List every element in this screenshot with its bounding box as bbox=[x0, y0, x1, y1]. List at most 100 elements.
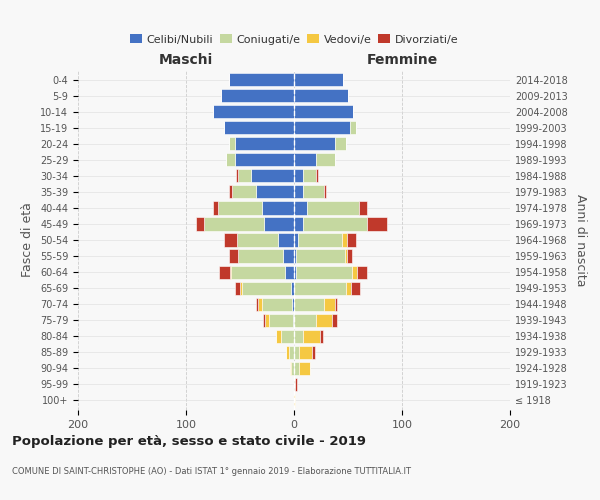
Bar bbox=[352, 266, 356, 278]
Bar bbox=[289, 346, 294, 359]
Bar bbox=[196, 218, 205, 230]
Text: Maschi: Maschi bbox=[159, 52, 213, 66]
Bar bbox=[291, 282, 294, 294]
Bar bbox=[294, 137, 335, 150]
Bar bbox=[294, 362, 299, 375]
Bar bbox=[262, 298, 292, 310]
Bar bbox=[275, 330, 281, 343]
Bar bbox=[294, 186, 302, 198]
Bar bbox=[356, 266, 367, 278]
Bar bbox=[283, 250, 294, 262]
Bar bbox=[224, 121, 294, 134]
Bar bbox=[294, 89, 348, 102]
Bar bbox=[302, 186, 324, 198]
Bar bbox=[345, 250, 347, 262]
Bar bbox=[230, 266, 232, 278]
Bar bbox=[286, 346, 289, 359]
Bar bbox=[286, 266, 294, 278]
Bar bbox=[235, 153, 294, 166]
Text: COMUNE DI SAINT-CHRISTOPHE (AO) - Dati ISTAT 1° gennaio 2019 - Elaborazione TUTT: COMUNE DI SAINT-CHRISTOPHE (AO) - Dati I… bbox=[12, 468, 411, 476]
Bar bbox=[294, 105, 353, 118]
Bar bbox=[299, 362, 310, 375]
Bar bbox=[263, 314, 265, 327]
Y-axis label: Fasce di età: Fasce di età bbox=[22, 202, 34, 278]
Bar bbox=[229, 186, 232, 198]
Bar bbox=[224, 234, 237, 246]
Bar bbox=[346, 282, 351, 294]
Bar bbox=[278, 234, 294, 246]
Bar bbox=[221, 89, 294, 102]
Bar bbox=[205, 218, 264, 230]
Text: Popolazione per età, sesso e stato civile - 2019: Popolazione per età, sesso e stato civil… bbox=[12, 435, 366, 448]
Bar bbox=[292, 298, 294, 310]
Bar bbox=[294, 218, 302, 230]
Bar bbox=[367, 218, 387, 230]
Bar bbox=[296, 266, 352, 278]
Bar bbox=[347, 234, 356, 246]
Bar bbox=[265, 314, 269, 327]
Bar bbox=[240, 282, 242, 294]
Bar bbox=[302, 170, 316, 182]
Bar bbox=[316, 153, 335, 166]
Bar bbox=[235, 137, 294, 150]
Bar bbox=[229, 250, 238, 262]
Bar bbox=[294, 121, 350, 134]
Bar bbox=[264, 218, 294, 230]
Bar bbox=[226, 153, 235, 166]
Y-axis label: Anni di nascita: Anni di nascita bbox=[574, 194, 587, 286]
Bar bbox=[259, 298, 262, 310]
Bar bbox=[320, 330, 323, 343]
Bar bbox=[359, 202, 367, 214]
Bar bbox=[213, 105, 294, 118]
Bar bbox=[294, 378, 295, 391]
Bar bbox=[324, 298, 335, 310]
Bar bbox=[313, 346, 314, 359]
Bar bbox=[294, 266, 296, 278]
Bar bbox=[302, 330, 320, 343]
Bar bbox=[294, 330, 302, 343]
Bar bbox=[262, 202, 294, 214]
Bar bbox=[236, 170, 238, 182]
Bar bbox=[299, 346, 313, 359]
Bar bbox=[294, 153, 316, 166]
Bar bbox=[256, 298, 259, 310]
Bar bbox=[316, 170, 318, 182]
Bar bbox=[213, 202, 218, 214]
Bar bbox=[294, 202, 307, 214]
Bar bbox=[294, 170, 302, 182]
Bar bbox=[256, 186, 294, 198]
Bar bbox=[294, 250, 296, 262]
Bar bbox=[332, 314, 337, 327]
Bar bbox=[295, 378, 297, 391]
Bar bbox=[307, 202, 359, 214]
Bar bbox=[294, 282, 346, 294]
Bar bbox=[269, 314, 293, 327]
Bar bbox=[296, 250, 345, 262]
Bar bbox=[294, 73, 343, 86]
Bar bbox=[291, 362, 294, 375]
Bar bbox=[238, 250, 283, 262]
Bar bbox=[251, 170, 294, 182]
Bar bbox=[290, 362, 291, 375]
Bar bbox=[302, 218, 367, 230]
Text: Femmine: Femmine bbox=[367, 52, 437, 66]
Bar bbox=[218, 202, 262, 214]
Bar bbox=[351, 282, 360, 294]
Bar bbox=[238, 170, 251, 182]
Bar bbox=[220, 266, 230, 278]
Bar bbox=[347, 250, 352, 262]
Bar bbox=[229, 137, 235, 150]
Bar bbox=[350, 121, 356, 134]
Legend: Celibi/Nubili, Coniugati/e, Vedovi/e, Divorziati/e: Celibi/Nubili, Coniugati/e, Vedovi/e, Di… bbox=[125, 30, 463, 49]
Bar bbox=[294, 394, 295, 407]
Bar bbox=[294, 314, 316, 327]
Bar bbox=[324, 186, 326, 198]
Bar bbox=[232, 186, 256, 198]
Bar bbox=[335, 298, 337, 310]
Bar bbox=[235, 282, 240, 294]
Bar bbox=[293, 314, 294, 327]
Bar bbox=[294, 234, 298, 246]
Bar bbox=[316, 314, 332, 327]
Bar bbox=[237, 234, 278, 246]
Bar bbox=[232, 266, 286, 278]
